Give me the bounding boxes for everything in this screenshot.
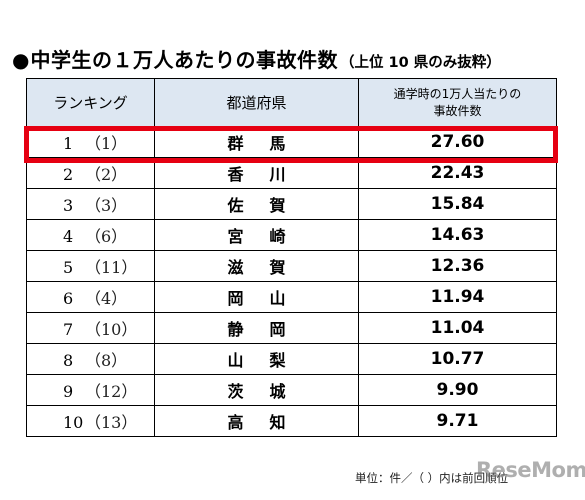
rank-current: 8: [63, 351, 74, 370]
table-body: 1 （1） 群馬 27.60 2 （2） 香川 22.43 3 （3） 佐賀 15.84 4 （6） 宮崎 1…: [26, 126, 557, 437]
table-row: 7 （10） 静岡 11.04: [26, 312, 557, 344]
rank-cell: 6 （4）: [26, 281, 155, 313]
prefecture-cell: 香川: [154, 157, 359, 189]
table-row: 2 （2） 香川 22.43: [26, 157, 557, 189]
rank-current: 10: [63, 413, 84, 432]
table-row: 4 （6） 宮崎 14.63: [26, 219, 557, 251]
watermark-logo: ReseMom: [476, 458, 585, 482]
rank-previous: （8）: [85, 351, 128, 370]
rank-cell: 4 （6）: [26, 219, 155, 251]
prefecture-cell: 佐賀: [154, 188, 359, 220]
table-row: 5 （11） 滋賀 12.36: [26, 250, 557, 282]
rank-previous: （1）: [85, 134, 128, 153]
rank-previous: （4）: [85, 289, 128, 308]
rate-cell: 14.63: [358, 219, 557, 251]
header-rate-line2: 事故件数: [433, 103, 482, 118]
document-title: ● 中学生の１万人あたりの事故件数 （上位 10 県のみ抜粋）: [12, 44, 501, 74]
table-row: 1 （1） 群馬 27.60: [26, 126, 557, 158]
title-bullet: ●: [12, 48, 30, 72]
prefecture-cell: 静岡: [154, 312, 359, 344]
rate-cell: 9.71: [358, 405, 557, 437]
header-prefecture: 都道府県: [154, 78, 359, 127]
prefecture-cell: 群馬: [154, 126, 359, 158]
rank-previous: （6）: [85, 227, 128, 246]
rate-cell: 9.90: [358, 374, 557, 406]
prefecture-cell: 宮崎: [154, 219, 359, 251]
unit-note: 単位：件／（ ）内は前回順位: [355, 471, 509, 485]
prefecture-cell: 高知: [154, 405, 359, 437]
rate-cell: 15.84: [358, 188, 557, 220]
rank-previous: （12）: [85, 382, 138, 401]
prefecture-cell: 茨城: [154, 374, 359, 406]
header-rate: 通学時の1万人当たりの 事故件数: [358, 78, 557, 127]
rate-cell: 10.77: [358, 343, 557, 375]
ranking-table: ランキング 都道府県 通学時の1万人当たりの 事故件数 1 （1） 群馬 27.60 2…: [26, 78, 557, 437]
rank-current: 1: [63, 134, 74, 153]
rank-current: 4: [63, 227, 74, 246]
header-rate-line1: 通学時の1万人当たりの: [393, 86, 522, 101]
rank-current: 2: [63, 165, 74, 184]
rank-current: 6: [63, 289, 74, 308]
table-row: 8 （8） 山梨 10.77: [26, 343, 557, 375]
rate-cell: 27.60: [358, 126, 557, 158]
rank-previous: （2）: [85, 165, 128, 184]
rank-previous: （10）: [85, 320, 138, 339]
prefecture-cell: 山梨: [154, 343, 359, 375]
rank-cell: 5 （11）: [26, 250, 155, 282]
table-row: 9 （12） 茨城 9.90: [26, 374, 557, 406]
rate-cell: 11.04: [358, 312, 557, 344]
rank-cell: 7 （10）: [26, 312, 155, 344]
prefecture-cell: 岡山: [154, 281, 359, 313]
title-main: 中学生の１万人あたりの事故件数: [30, 48, 338, 72]
rank-previous: （11）: [85, 258, 138, 277]
rank-cell: 9 （12）: [26, 374, 155, 406]
rank-cell: 1 （1）: [26, 126, 155, 158]
rank-previous: （13）: [85, 413, 138, 432]
prefecture-cell: 滋賀: [154, 250, 359, 282]
rank-current: 5: [63, 258, 74, 277]
title-subtitle: （上位 10 県のみ抜粋）: [339, 55, 501, 71]
rate-cell: 22.43: [358, 157, 557, 189]
table-row: 10 （13） 高知 9.71: [26, 405, 557, 437]
rank-cell: 8 （8）: [26, 343, 155, 375]
table-row: 3 （3） 佐賀 15.84: [26, 188, 557, 220]
rank-cell: 2 （2）: [26, 157, 155, 189]
rank-cell: 10 （13）: [26, 405, 155, 437]
rank-current: 9: [63, 382, 74, 401]
rank-cell: 3 （3）: [26, 188, 155, 220]
rank-current: 7: [63, 320, 74, 339]
rate-cell: 11.94: [358, 281, 557, 313]
rate-cell: 12.36: [358, 250, 557, 282]
table-row: 6 （4） 岡山 11.94: [26, 281, 557, 313]
rank-current: 3: [63, 196, 74, 215]
rank-previous: （3）: [85, 196, 128, 215]
header-rank: ランキング: [26, 78, 155, 127]
table-header-row: ランキング 都道府県 通学時の1万人当たりの 事故件数: [26, 78, 557, 127]
